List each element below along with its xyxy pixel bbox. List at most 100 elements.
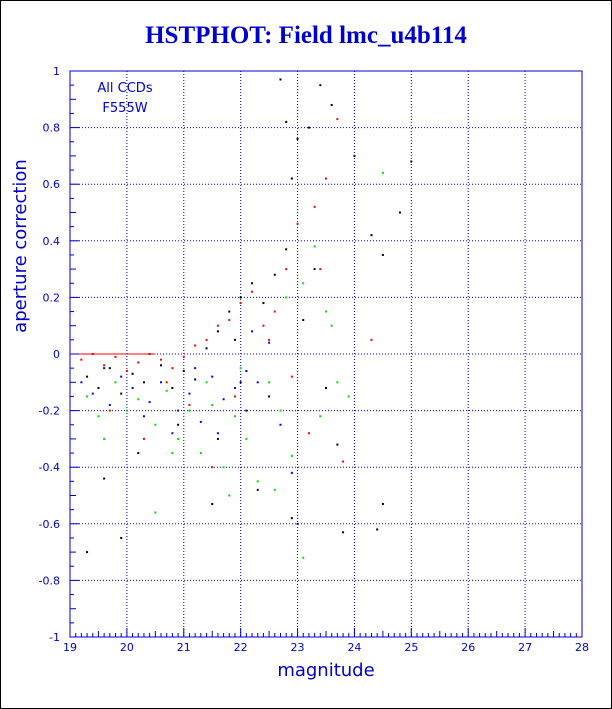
data-point [330, 324, 333, 327]
data-point [108, 367, 111, 370]
data-point [171, 452, 174, 455]
data-point [410, 160, 413, 163]
data-point [239, 381, 242, 384]
data-point [108, 409, 111, 412]
data-point [188, 392, 191, 395]
data-point [171, 367, 174, 370]
data-point [273, 488, 276, 491]
data-point [222, 466, 225, 469]
data-point [182, 369, 185, 372]
annotation-ccds: All CCDs [97, 81, 152, 96]
data-point [325, 386, 327, 389]
data-point [285, 120, 288, 123]
x-tick-label: 19 [63, 641, 77, 654]
y-tick-label: -0.8 [39, 574, 60, 587]
x-tick-label: 27 [518, 641, 532, 654]
data-point [381, 171, 384, 174]
data-point [165, 381, 168, 384]
data-point [302, 319, 305, 322]
data-point [142, 437, 145, 440]
data-point [188, 409, 191, 412]
y-tick-label: -1 [49, 631, 60, 644]
data-point [228, 494, 231, 497]
data-point [182, 355, 185, 358]
data-point [80, 381, 83, 384]
data-point [160, 364, 163, 367]
data-point [114, 355, 117, 358]
data-point [296, 222, 299, 225]
data-point [273, 310, 276, 313]
data-point [216, 330, 219, 333]
data-point [319, 415, 322, 418]
data-point [370, 338, 373, 341]
data-point [381, 502, 384, 505]
data-point [313, 245, 316, 248]
data-point [177, 409, 180, 412]
data-point [325, 310, 327, 313]
data-point [296, 522, 299, 525]
data-point [268, 381, 271, 384]
data-point [211, 375, 214, 378]
data-point [256, 480, 259, 483]
data-point [290, 375, 293, 378]
x-tick-label: 24 [347, 641, 361, 654]
data-point [279, 78, 282, 81]
data-point [268, 338, 271, 341]
data-point [120, 375, 123, 378]
data-point [307, 126, 310, 129]
data-point [347, 395, 350, 398]
data-point [194, 367, 197, 370]
data-point [302, 556, 305, 559]
data-point [125, 369, 128, 372]
data-point [211, 466, 214, 469]
data-point [205, 338, 208, 341]
data-point [353, 154, 356, 157]
data-point [370, 234, 373, 237]
y-tick-label: 0.2 [43, 291, 61, 304]
y-axis-label: aperture correction [10, 159, 31, 333]
data-point [239, 302, 242, 305]
x-tick-label: 20 [120, 641, 134, 654]
data-point [398, 211, 401, 214]
annotation-filter: F555W [102, 101, 147, 116]
data-point [342, 531, 345, 534]
data-point [211, 502, 214, 505]
data-point [142, 415, 145, 418]
data-point [194, 378, 197, 381]
data-point [245, 409, 248, 412]
data-point [91, 353, 94, 355]
data-point [131, 386, 134, 389]
data-point [290, 517, 293, 520]
data-point [262, 302, 265, 305]
y-tick-label: 0 [53, 348, 60, 361]
data-point [86, 551, 89, 554]
data-point [245, 369, 248, 372]
data-point [251, 282, 254, 285]
data-point [97, 386, 100, 389]
data-point [177, 423, 180, 426]
data-point [103, 437, 106, 440]
y-tick-label: -0.2 [39, 405, 60, 418]
data-point [137, 361, 140, 364]
data-point [285, 296, 288, 299]
data-point [194, 344, 197, 347]
x-tick-label: 21 [177, 641, 191, 654]
y-tick-label: 0.8 [43, 122, 61, 135]
data-point [279, 423, 282, 426]
data-point [211, 403, 214, 406]
y-tick-label: 1 [53, 65, 60, 78]
data-point [103, 477, 106, 480]
x-tick-label: 25 [404, 641, 418, 654]
axis-ticks: 19 20 21 22 23 24 25 26 27 28 -1 -0.8 -0.6 -0.4 -0.2 0 0… [39, 65, 589, 654]
data-point [188, 403, 191, 406]
data-point [114, 381, 117, 384]
y-tick-label: 0.4 [43, 235, 61, 248]
data-point [319, 268, 322, 271]
data-point [103, 364, 106, 367]
data-point [325, 177, 327, 180]
y-tick-label: -0.6 [39, 518, 60, 531]
data-point [120, 536, 123, 539]
data-point [97, 415, 100, 418]
data-point [148, 401, 151, 404]
